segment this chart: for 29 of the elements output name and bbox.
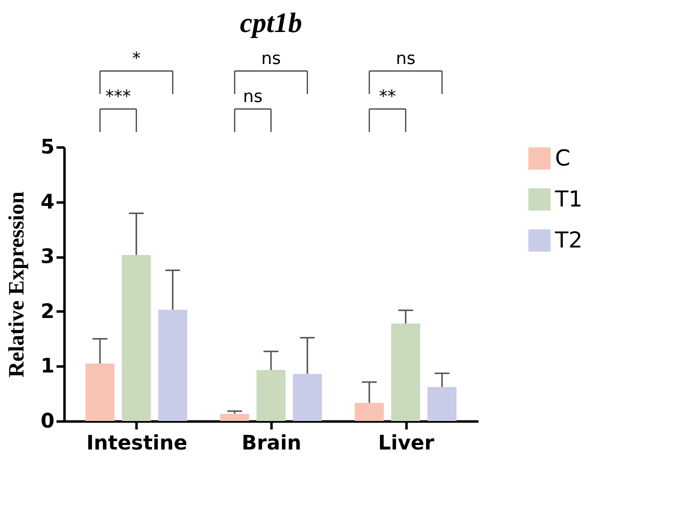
bar: [428, 387, 457, 421]
y-axis-title: Relative Expression: [4, 192, 29, 378]
chart-title: cpt1b: [240, 8, 302, 39]
y-tick-label: 5: [40, 134, 54, 158]
text: **: [378, 87, 396, 107]
y-tick-label: 2: [40, 298, 54, 323]
text: ns: [243, 87, 263, 107]
bar: [158, 310, 188, 421]
x-tick-label: Brain: [242, 430, 302, 454]
text: ns: [396, 49, 416, 69]
bar: [391, 323, 420, 421]
bar: [122, 254, 151, 421]
legend-label: T2: [554, 228, 582, 254]
text: ns: [261, 49, 281, 69]
bar: [354, 402, 384, 421]
text: ***: [105, 87, 131, 107]
y-tick-label: 3: [40, 244, 54, 268]
bar: [256, 370, 286, 421]
y-tick-label: 1: [40, 354, 54, 378]
x-tick-label: Liver: [378, 430, 434, 454]
bar: [85, 363, 114, 421]
bar: [220, 414, 250, 421]
legend-label: T1: [554, 188, 582, 212]
text: *: [132, 49, 141, 69]
legend-label: C: [555, 146, 570, 172]
x-tick-label: Intestine: [86, 430, 188, 454]
y-tick-label: 4: [40, 189, 54, 214]
bar: [292, 374, 322, 421]
y-tick-label: 0: [40, 408, 54, 432]
